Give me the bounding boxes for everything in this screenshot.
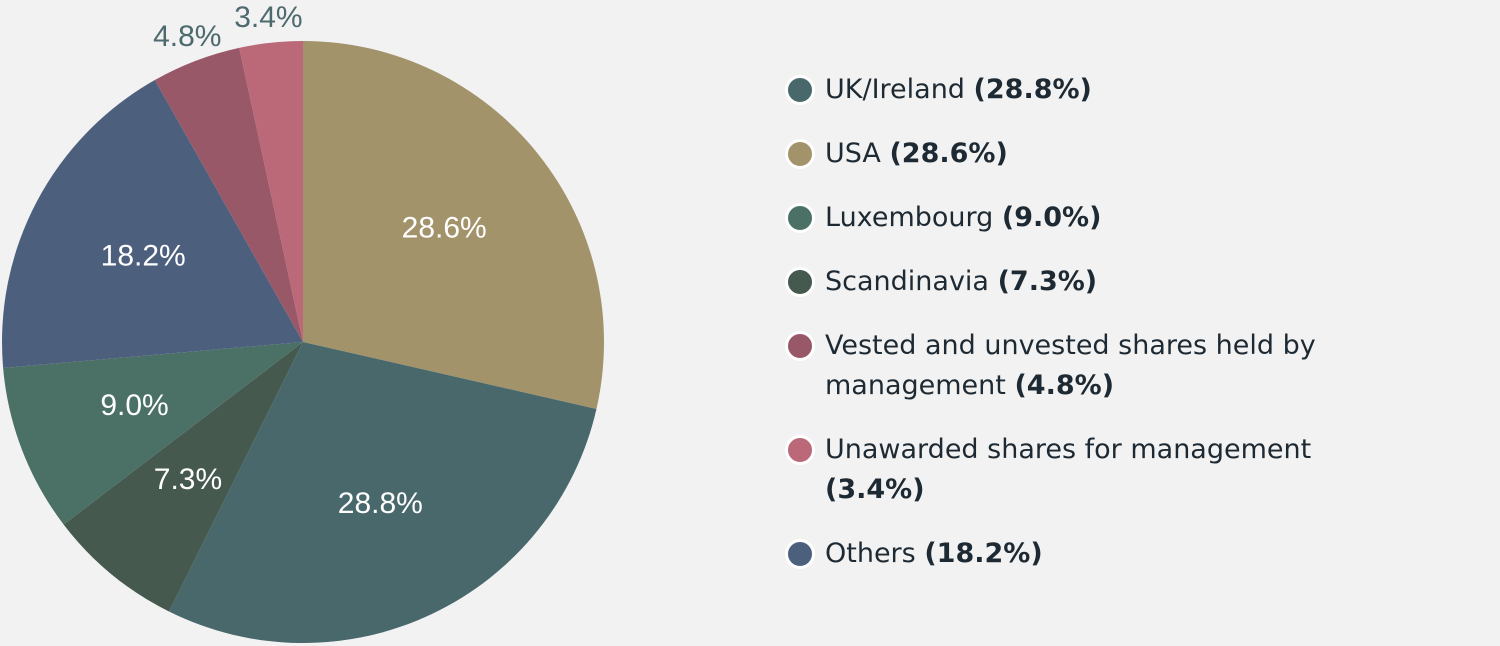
legend-label: Others (825, 538, 916, 569)
pie-slice-unawarded-shares-for-management (239, 41, 303, 342)
legend-text: Scandinavia (7.3%) (825, 262, 1097, 302)
legend-swatch (785, 75, 815, 105)
legend-text: Others (18.2%) (825, 534, 1043, 574)
legend-swatch (785, 267, 815, 297)
pie-data-label: 9.0% (100, 389, 168, 422)
legend-value: (18.2%) (924, 538, 1043, 569)
pie-data-label: 4.8% (153, 20, 221, 53)
legend-value: (9.0%) (1001, 202, 1102, 233)
legend-label: Scandinavia (825, 266, 989, 297)
legend-value: (7.3%) (997, 266, 1098, 297)
legend-value: (28.6%) (889, 138, 1008, 169)
pie-chart: 28.6% 28.8% 7.3% 9.0% 18.2% 4.8% 3.4% (1, 1, 604, 643)
legend-swatch (785, 203, 815, 233)
legend-swatch (785, 539, 815, 569)
pie-slice-usa (303, 41, 604, 409)
pie-data-label: 28.6% (402, 211, 487, 244)
legend-label: USA (825, 138, 881, 169)
pie-data-label: 3.4% (234, 1, 302, 34)
legend-text: Luxembourg (9.0%) (825, 198, 1101, 238)
legend-value: (3.4%) (825, 474, 925, 505)
legend-text: Unawarded shares for management (3.4%) (825, 430, 1385, 510)
legend-label: Vested and unvested shares held by manag… (825, 330, 1316, 401)
legend-item: Unawarded shares for management (3.4%) (785, 430, 1485, 510)
legend-label: UK/Ireland (825, 74, 965, 105)
pie-slice-luxembourg (3, 342, 304, 525)
legend-label: Luxembourg (825, 202, 994, 233)
legend-item: UK/Ireland (28.8%) (785, 70, 1485, 110)
legend-item: Luxembourg (9.0%) (785, 198, 1485, 238)
legend-label: Unawarded shares for management (825, 434, 1312, 465)
legend-item: Scandinavia (7.3%) (785, 262, 1485, 302)
legend-value: (4.8%) (1014, 370, 1115, 401)
legend-swatch (785, 139, 815, 169)
pie-slice-vested-and-unvested-shares-held-by-management (154, 47, 303, 343)
pie-slice-scandinavia (63, 342, 304, 612)
pie-slice-others (1, 79, 303, 368)
pie-slices (1, 41, 604, 643)
legend-value: (28.8%) (973, 74, 1092, 105)
legend-swatch (785, 331, 815, 361)
legend: UK/Ireland (28.8%) USA (28.6%) Luxembour… (785, 70, 1485, 598)
legend-text: USA (28.6%) (825, 134, 1008, 174)
legend-text: Vested and unvested shares held by manag… (825, 326, 1385, 406)
legend-item: USA (28.6%) (785, 134, 1485, 174)
pie-labels: 28.6% 28.8% 7.3% 9.0% 18.2% 4.8% 3.4% (100, 1, 486, 520)
legend-text: UK/Ireland (28.8%) (825, 70, 1092, 110)
pie-data-label: 28.8% (338, 487, 423, 520)
pie-data-label: 18.2% (101, 240, 186, 273)
legend-item: Others (18.2%) (785, 534, 1485, 574)
legend-swatch (785, 435, 815, 465)
pie-slice-uk-ireland (169, 342, 597, 643)
legend-item: Vested and unvested shares held by manag… (785, 326, 1485, 406)
pie-data-label: 7.3% (154, 463, 222, 496)
